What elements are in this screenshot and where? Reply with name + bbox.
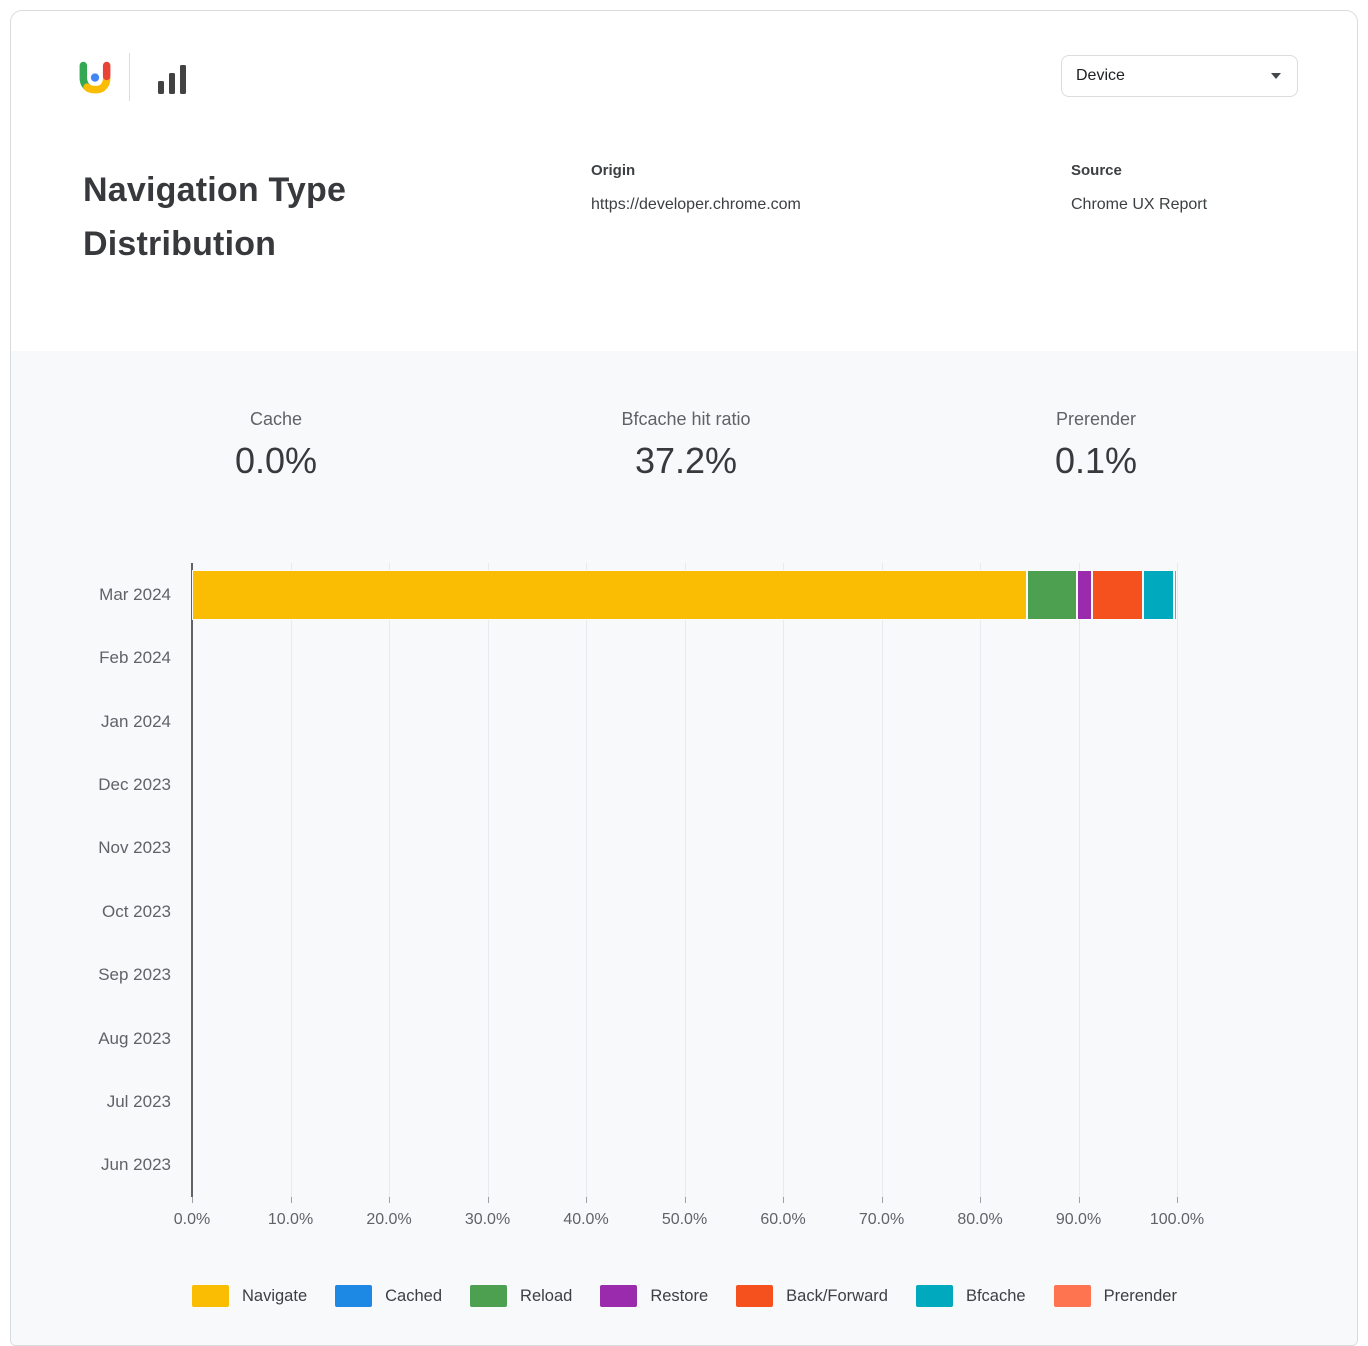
stat-bfcache-hit-ratio: Bfcache hit ratio 37.2% [481,409,891,482]
stat-bfcache-hit-ratio-label: Bfcache hit ratio [621,409,751,429]
y-axis-label: Oct 2023 [102,901,171,921]
y-axis-label: Nov 2023 [98,838,171,858]
legend-swatch-back-forward [736,1285,774,1307]
axis-tick [192,1197,193,1203]
y-axis-label: Feb 2024 [99,648,171,668]
source-block: Source Chrome UX Report [1071,162,1207,214]
gridline [1078,563,1080,1197]
plot-area: 0.0% 10.0% 20.0% 30.0% 40.0% 50.0% 60.0% 70.0% 8… [98,563,1204,1228]
bar-row-mar-2024 [192,570,1177,620]
legend-item-cached[interactable]: Cached [335,1285,442,1307]
origin-block: Origin https://developer.chrome.com [591,162,801,214]
axis-tick [980,1197,981,1203]
y-axis-label: Sep 2023 [98,965,171,985]
device-dropdown-label: Device [1076,67,1125,84]
y-axis-label: Aug 2023 [98,1028,171,1048]
source-value: Chrome UX Report [1071,196,1208,213]
gridline [783,563,784,1197]
legend-item-reload[interactable]: Reload [470,1285,572,1307]
source-label: Source [1071,162,1122,179]
x-axis-label: 60.0% [760,1211,806,1228]
bar-segment-reload[interactable] [1027,570,1077,620]
page-title: Navigation Type Distribution [83,171,347,263]
legend-swatch-bfcache [915,1285,953,1307]
legend-item-restore[interactable]: Restore [600,1285,708,1307]
gridline [487,563,489,1197]
stat-cache-label: Cache [249,409,303,429]
legend-swatch-cached [335,1285,373,1307]
gridline [586,563,587,1197]
axis-tick [783,1197,784,1203]
y-axis-label: Jan 2024 [101,711,171,731]
axis-tick [389,1197,390,1203]
stat-prerender-value: 0.1% [1054,440,1138,481]
legend-swatch-restore [600,1285,638,1307]
legend-swatch-reload [470,1285,508,1307]
dashboard-card: Device Navigation Type Distribution Orig… [10,10,1358,1346]
legend-label-prerender: Prerender [1103,1286,1177,1305]
y-axis-line [191,563,193,1197]
stat-cache-value: 0.0% [234,440,318,481]
origin-label: Origin [591,162,636,179]
legend-label-cached: Cached [385,1286,443,1305]
gridline [1177,563,1178,1197]
stat-prerender-label: Prerender [1055,409,1137,429]
legend-swatch-prerender [1053,1285,1091,1307]
gridline [290,563,292,1197]
stats-row: Cache 0.0% Bfcache hit ratio 37.2% Prere… [71,409,1301,482]
x-axis-label: 50.0% [661,1211,708,1228]
legend-label-restore: Restore [650,1286,709,1305]
gridline [389,563,390,1197]
legend-label-reload: Reload [520,1286,573,1305]
y-axis-label: Jul 2023 [106,1091,171,1111]
bar-segment-restore[interactable] [1076,570,1093,620]
x-axis-label: 80.0% [957,1211,1003,1228]
x-axis-label: 100.0% [1149,1211,1205,1228]
header-divider [129,53,130,101]
caret-down-icon [1271,73,1281,79]
axis-tick [290,1197,292,1203]
stat-bfcache-hit-ratio-value: 37.2% [634,440,738,481]
x-axis-label: 30.0% [464,1211,511,1228]
axis-tick [586,1197,587,1203]
y-axis-label: Dec 2023 [98,774,171,794]
legend-swatch-navigate [192,1285,229,1307]
chart-panel [11,351,1357,1345]
x-axis-label: 90.0% [1055,1211,1102,1228]
bar-segment-prerender[interactable] [1174,570,1177,620]
bar-chart-icon [158,64,190,94]
y-axis-label: Jun 2023 [101,1155,171,1175]
gridline [881,563,883,1197]
gridline [980,563,981,1197]
axis-tick [684,1197,686,1203]
x-axis-label: 10.0% [267,1211,314,1228]
origin-value: https://developer.chrome.com [591,196,801,213]
legend-item-prerender[interactable]: Prerender [1053,1285,1177,1307]
axis-tick [1078,1197,1080,1203]
legend-label-back-forward: Back/Forward [786,1286,888,1305]
x-axis-label: 0.0% [173,1211,211,1228]
y-axis-label: Mar 2024 [99,584,171,604]
legend-label-bfcache: Bfcache [965,1286,1026,1305]
stat-prerender: Prerender 0.1% [891,409,1301,482]
bar-segment-back-forward[interactable] [1092,570,1144,620]
gridline [684,563,686,1197]
legend-item-back-forward[interactable]: Back/Forward [736,1285,888,1307]
x-axis-label: 40.0% [563,1211,609,1228]
x-axis-label: 70.0% [858,1211,905,1228]
stat-cache: Cache 0.0% [71,409,481,482]
bar-segment-bfcache[interactable] [1143,570,1175,620]
legend-item-bfcache[interactable]: Bfcache [915,1285,1026,1307]
crux-logo-icon [75,58,115,98]
chart-legend: Navigate Cached Reload Restore Back/Forward B… [192,1285,1177,1307]
axis-tick [881,1197,883,1203]
axis-tick [1177,1197,1178,1203]
axis-tick [487,1197,489,1203]
legend-label-navigate: Navigate [242,1286,308,1305]
bar-segment-navigate[interactable] [192,570,1028,620]
legend-item-navigate[interactable]: Navigate [192,1285,307,1307]
x-axis-label: 20.0% [366,1211,412,1228]
device-dropdown[interactable]: Device [1061,55,1298,97]
